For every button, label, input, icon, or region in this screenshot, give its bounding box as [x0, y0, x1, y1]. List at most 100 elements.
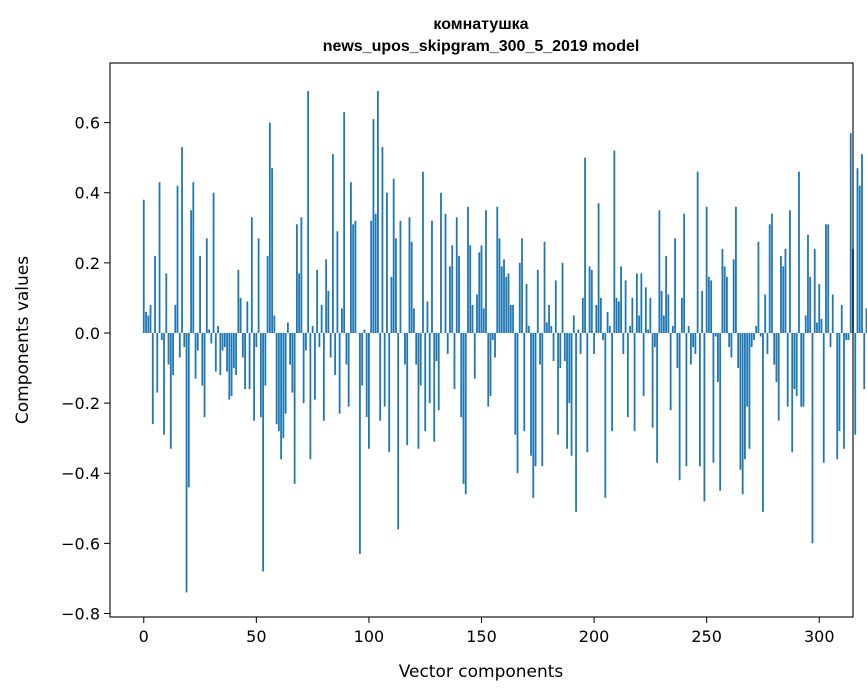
x-tick-label: 300 [804, 627, 835, 646]
bar-component-184 [557, 332, 559, 435]
bar-component-136 [449, 266, 451, 333]
bar-component-146 [471, 304, 474, 333]
bar-component-280 [773, 332, 776, 365]
bar-component-291 [798, 171, 800, 333]
bar-component-252 [710, 280, 713, 333]
bar-component-311 [843, 332, 845, 449]
bar-component-246 [696, 171, 699, 333]
bar-component-202 [597, 203, 600, 333]
bar-component-74 [309, 332, 312, 460]
bar-component-98 [363, 329, 366, 333]
bar-component-199 [590, 269, 593, 333]
x-tick-label: 250 [691, 627, 722, 646]
bar-component-124 [422, 171, 424, 333]
bar-component-164 [512, 304, 514, 333]
bar-component-107 [383, 332, 386, 407]
bar-component-143 [464, 332, 467, 495]
bar-component-138 [453, 332, 456, 390]
bar-component-61 [280, 332, 283, 460]
bar-component-151 [482, 308, 485, 333]
bar-component-165 [514, 332, 517, 435]
bar-component-207 [608, 325, 611, 333]
bar-component-9 [163, 332, 165, 435]
bar-component-78 [318, 332, 321, 348]
chart-title: комнатушка [433, 16, 528, 33]
bar-component-194 [579, 332, 582, 355]
bar-component-117 [406, 332, 409, 446]
bar-component-274 [759, 332, 762, 337]
bar-component-215 [626, 332, 629, 418]
bar-component-242 [687, 325, 690, 333]
bar-component-152 [485, 210, 487, 333]
y-tick-label: −0.2 [61, 394, 100, 413]
bar-component-121 [415, 332, 418, 365]
bar-component-205 [604, 332, 607, 498]
bar-component-190 [570, 332, 573, 456]
bar-component-186 [561, 262, 564, 333]
bar-component-169 [523, 332, 526, 432]
bar-component-259 [726, 276, 728, 333]
bar-component-217 [631, 297, 634, 333]
bar-component-91 [347, 332, 350, 407]
bar-component-203 [599, 297, 602, 333]
bar-component-67 [293, 332, 296, 484]
bar-component-144 [467, 206, 469, 333]
bar-component-148 [476, 294, 478, 333]
bar-component-118 [408, 217, 411, 333]
bar-component-267 [744, 332, 746, 460]
bar-component-229 [658, 210, 661, 333]
bar-component-295 [807, 234, 809, 333]
bar-component-102 [372, 119, 375, 333]
bar-component-238 [678, 332, 681, 481]
bar-component-230 [660, 290, 663, 333]
bar-component-249 [703, 332, 706, 502]
bar-component-181 [550, 325, 553, 333]
bar-component-69 [298, 273, 301, 333]
bar-component-298 [813, 248, 816, 333]
bar-component-211 [617, 301, 620, 333]
bar-component-222 [642, 332, 645, 397]
bar-component-28 [205, 238, 208, 333]
bar-component-283 [780, 255, 782, 333]
bar-component-224 [647, 329, 650, 333]
bar-component-159 [500, 266, 503, 333]
bar-component-35 [221, 332, 224, 351]
bar-component-321 [865, 308, 867, 333]
bar-component-175 [536, 269, 539, 333]
bar-component-179 [545, 322, 548, 333]
bar-component-279 [771, 213, 773, 333]
bar-component-281 [775, 332, 778, 383]
bar-component-221 [640, 273, 643, 333]
bar-component-316 [854, 332, 857, 435]
bar-component-64 [286, 322, 289, 333]
bar-component-288 [791, 332, 794, 453]
bar-component-80 [322, 332, 325, 421]
bar-component-53 [262, 332, 264, 572]
bar-component-140 [458, 255, 460, 333]
bar-component-312 [845, 332, 848, 340]
bar-component-36 [223, 332, 226, 348]
bar-component-145 [469, 245, 472, 333]
bar-component-275 [762, 332, 764, 512]
bar-component-278 [768, 224, 771, 333]
bar-component-166 [516, 332, 519, 474]
bar-component-57 [271, 168, 274, 333]
bar-component-18 [183, 332, 186, 348]
bar-component-92 [350, 182, 352, 333]
bar-component-103 [374, 213, 377, 333]
bar-component-208 [611, 332, 613, 432]
bar-component-276 [764, 294, 767, 333]
bar-component-248 [701, 290, 704, 333]
bar-component-23 [194, 332, 197, 379]
bar-component-60 [277, 332, 280, 432]
bar-component-167 [518, 262, 521, 333]
bar-component-149 [478, 252, 481, 333]
bar-component-253 [712, 332, 715, 463]
bar-component-147 [473, 332, 476, 379]
y-tick-label: 0.4 [75, 184, 100, 203]
bar-component-210 [615, 297, 618, 333]
bar-component-292 [800, 332, 803, 407]
bar-component-114 [399, 220, 402, 333]
bar-component-231 [662, 315, 665, 333]
bar-component-97 [361, 332, 364, 386]
